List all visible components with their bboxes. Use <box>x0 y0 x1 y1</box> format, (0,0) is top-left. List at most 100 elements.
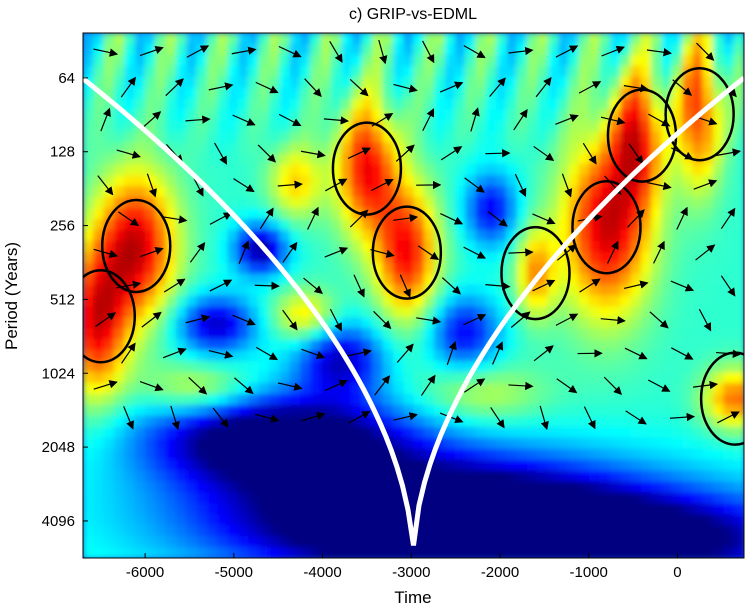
heatmap-cell <box>299 404 312 417</box>
heatmap-cell <box>341 295 353 308</box>
heatmap-cell <box>485 54 497 67</box>
heatmap-cell <box>124 492 136 505</box>
heatmap-cell <box>361 525 373 537</box>
heatmap-cell <box>392 295 404 308</box>
phase-arrow <box>440 213 464 225</box>
heatmap-cell <box>547 459 559 472</box>
heatmap-cell <box>217 295 229 308</box>
heatmap-cell <box>124 131 136 144</box>
heatmap-cell <box>558 142 570 155</box>
heatmap-cell <box>237 76 250 89</box>
heatmap-cell <box>382 33 394 45</box>
heatmap-cell <box>248 339 260 351</box>
heatmap-cell <box>196 262 208 275</box>
x-tick-label: -5000 <box>215 564 253 581</box>
heatmap-cell <box>403 448 415 461</box>
heatmap-cell <box>692 437 704 450</box>
heatmap-cell <box>341 426 353 439</box>
phase-arrow <box>116 280 142 289</box>
heatmap-cell <box>568 525 580 537</box>
heatmap-cell <box>578 470 590 483</box>
heatmap-cell <box>609 120 621 133</box>
heatmap-cell <box>330 218 343 231</box>
heatmap-cell <box>206 481 219 494</box>
phase-arrow <box>578 81 602 94</box>
significance-contour <box>664 66 735 162</box>
heatmap-cell <box>382 383 394 395</box>
heatmap-cell <box>547 131 559 144</box>
phase-arrow <box>508 381 534 391</box>
phase-arrow <box>170 405 180 431</box>
heatmap-cell <box>361 240 373 253</box>
heatmap-cell <box>506 229 518 242</box>
heatmap-cell <box>723 43 735 56</box>
heatmap-cell <box>237 186 250 198</box>
heatmap-cell <box>578 415 590 428</box>
heatmap-cell <box>465 525 477 537</box>
heatmap-cell <box>113 525 126 537</box>
heatmap-cell <box>341 153 353 166</box>
heatmap-cell <box>196 87 208 100</box>
heatmap-cell <box>682 54 694 67</box>
heatmap-cell <box>403 393 415 406</box>
heatmap-cell <box>165 131 177 144</box>
heatmap-cell <box>93 153 105 166</box>
heatmap-cell <box>733 459 744 472</box>
heatmap-cell <box>227 273 239 286</box>
heatmap-cell <box>351 361 363 373</box>
heatmap-cell <box>661 339 673 351</box>
heatmap-cell <box>279 295 291 308</box>
phase-arrow <box>396 343 414 363</box>
heatmap-cell <box>103 273 115 286</box>
heatmap-cell <box>413 459 425 472</box>
heatmap-cell <box>268 393 281 406</box>
heatmap-cell <box>382 262 394 275</box>
heatmap-cell <box>454 317 466 330</box>
heatmap-cell <box>124 142 136 155</box>
heatmap-cell <box>206 175 219 187</box>
heatmap-cell <box>237 87 250 100</box>
heatmap-cell <box>682 525 694 537</box>
heatmap-cell <box>83 426 95 439</box>
heatmap-cell <box>93 120 105 133</box>
heatmap-cell <box>661 372 673 384</box>
heatmap-cell <box>568 33 580 45</box>
heatmap-cell <box>733 175 744 187</box>
heatmap-cell <box>289 481 301 494</box>
heatmap-cell <box>537 525 549 537</box>
heatmap-cell <box>93 470 105 483</box>
heatmap-cell <box>227 481 239 494</box>
heatmap-cell <box>237 525 250 537</box>
heatmap-cell <box>578 481 590 494</box>
heatmap-cell <box>589 33 601 45</box>
heatmap-cell <box>103 175 115 187</box>
y-tick-label: 512 <box>50 291 75 308</box>
heatmap-cell <box>506 109 518 122</box>
heatmap-cell <box>465 175 477 187</box>
heatmap-cell <box>620 131 632 144</box>
heatmap-cell <box>237 514 250 526</box>
heatmap-cell <box>589 317 601 330</box>
heatmap-cell <box>103 284 115 297</box>
heatmap-cell <box>124 218 136 231</box>
heatmap-cell <box>403 295 415 308</box>
heatmap-cell <box>599 547 611 558</box>
heatmap-cell <box>361 459 373 472</box>
heatmap-cell <box>279 470 291 483</box>
heatmap-cell <box>258 43 270 56</box>
heatmap-cell <box>475 142 487 155</box>
heatmap-cell <box>113 459 126 472</box>
heatmap-cell <box>496 525 508 537</box>
phase-arrow <box>556 378 578 394</box>
heatmap-cell <box>723 175 735 187</box>
heatmap-cell <box>165 197 177 209</box>
heatmap-cell <box>372 459 384 472</box>
heatmap-cell <box>671 273 683 286</box>
heatmap-cell <box>578 33 590 45</box>
heatmap-cell <box>516 120 528 133</box>
heatmap-cell <box>578 328 590 341</box>
heatmap-cell <box>382 350 394 362</box>
heatmap-cell <box>196 197 208 209</box>
heatmap-cell <box>496 514 508 526</box>
heatmap-cell <box>661 503 673 516</box>
